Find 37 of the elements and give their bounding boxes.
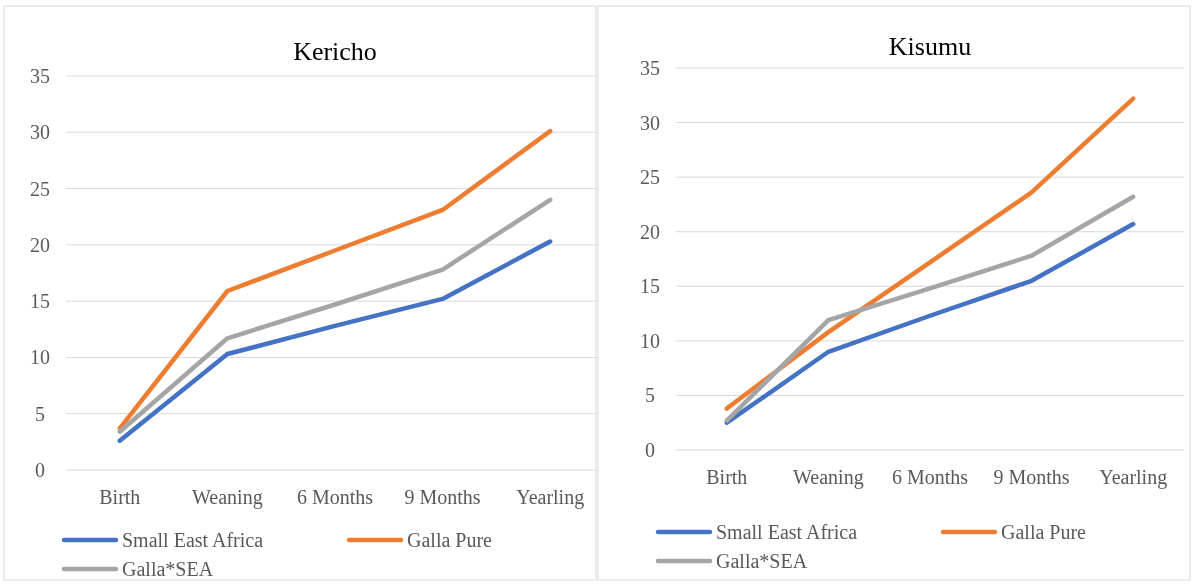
y-tick-label: 35 [30,65,50,87]
y-tick-label: 35 [640,57,660,79]
x-tick-label: Weaning [793,466,864,489]
x-tick-label: 6 Months [296,486,374,508]
y-tick-label: 20 [30,233,50,256]
y-tick-label: 15 [640,275,660,298]
y-tick-label: 25 [640,166,660,189]
x-tick-label: Weaning [192,486,263,509]
x-tick-label: Birth [99,486,141,508]
line-series [117,239,553,443]
y-tick-label: 0 [35,459,45,481]
y-tick-label: 0 [645,439,655,461]
y-tick-label: 5 [645,384,655,407]
legend-label: Small East Africa [716,521,858,543]
x-tick-label: Birth [706,466,748,488]
chart-title: Kisumu [888,32,972,61]
legend-label: Galla*SEA [122,558,214,580]
legend-label: Galla*SEA [716,550,808,572]
y-tick-label: 30 [30,121,50,144]
line-series [117,128,553,431]
y-tick-label: 15 [30,290,50,313]
y-tick-label: 25 [30,177,50,200]
x-tick-label: 9 Months [993,466,1070,488]
chart-title: Kericho [293,37,377,66]
line-series [117,197,553,434]
x-tick-label: 6 Months [891,466,969,488]
legend-label: Galla Pure [407,529,493,551]
x-tick-label: 9 Months [404,486,481,508]
legend-label: Galla Pure [1001,521,1087,543]
y-tick-label: 20 [640,220,660,243]
x-tick-label: Yearling [1099,466,1168,489]
y-tick-label: 5 [35,402,45,425]
y-tick-label: 10 [30,346,50,369]
y-tick-label: 30 [640,111,660,134]
x-tick-label: Yearling [516,486,585,509]
y-tick-label: 10 [640,329,660,352]
legend-label: Small East Africa [122,529,264,551]
